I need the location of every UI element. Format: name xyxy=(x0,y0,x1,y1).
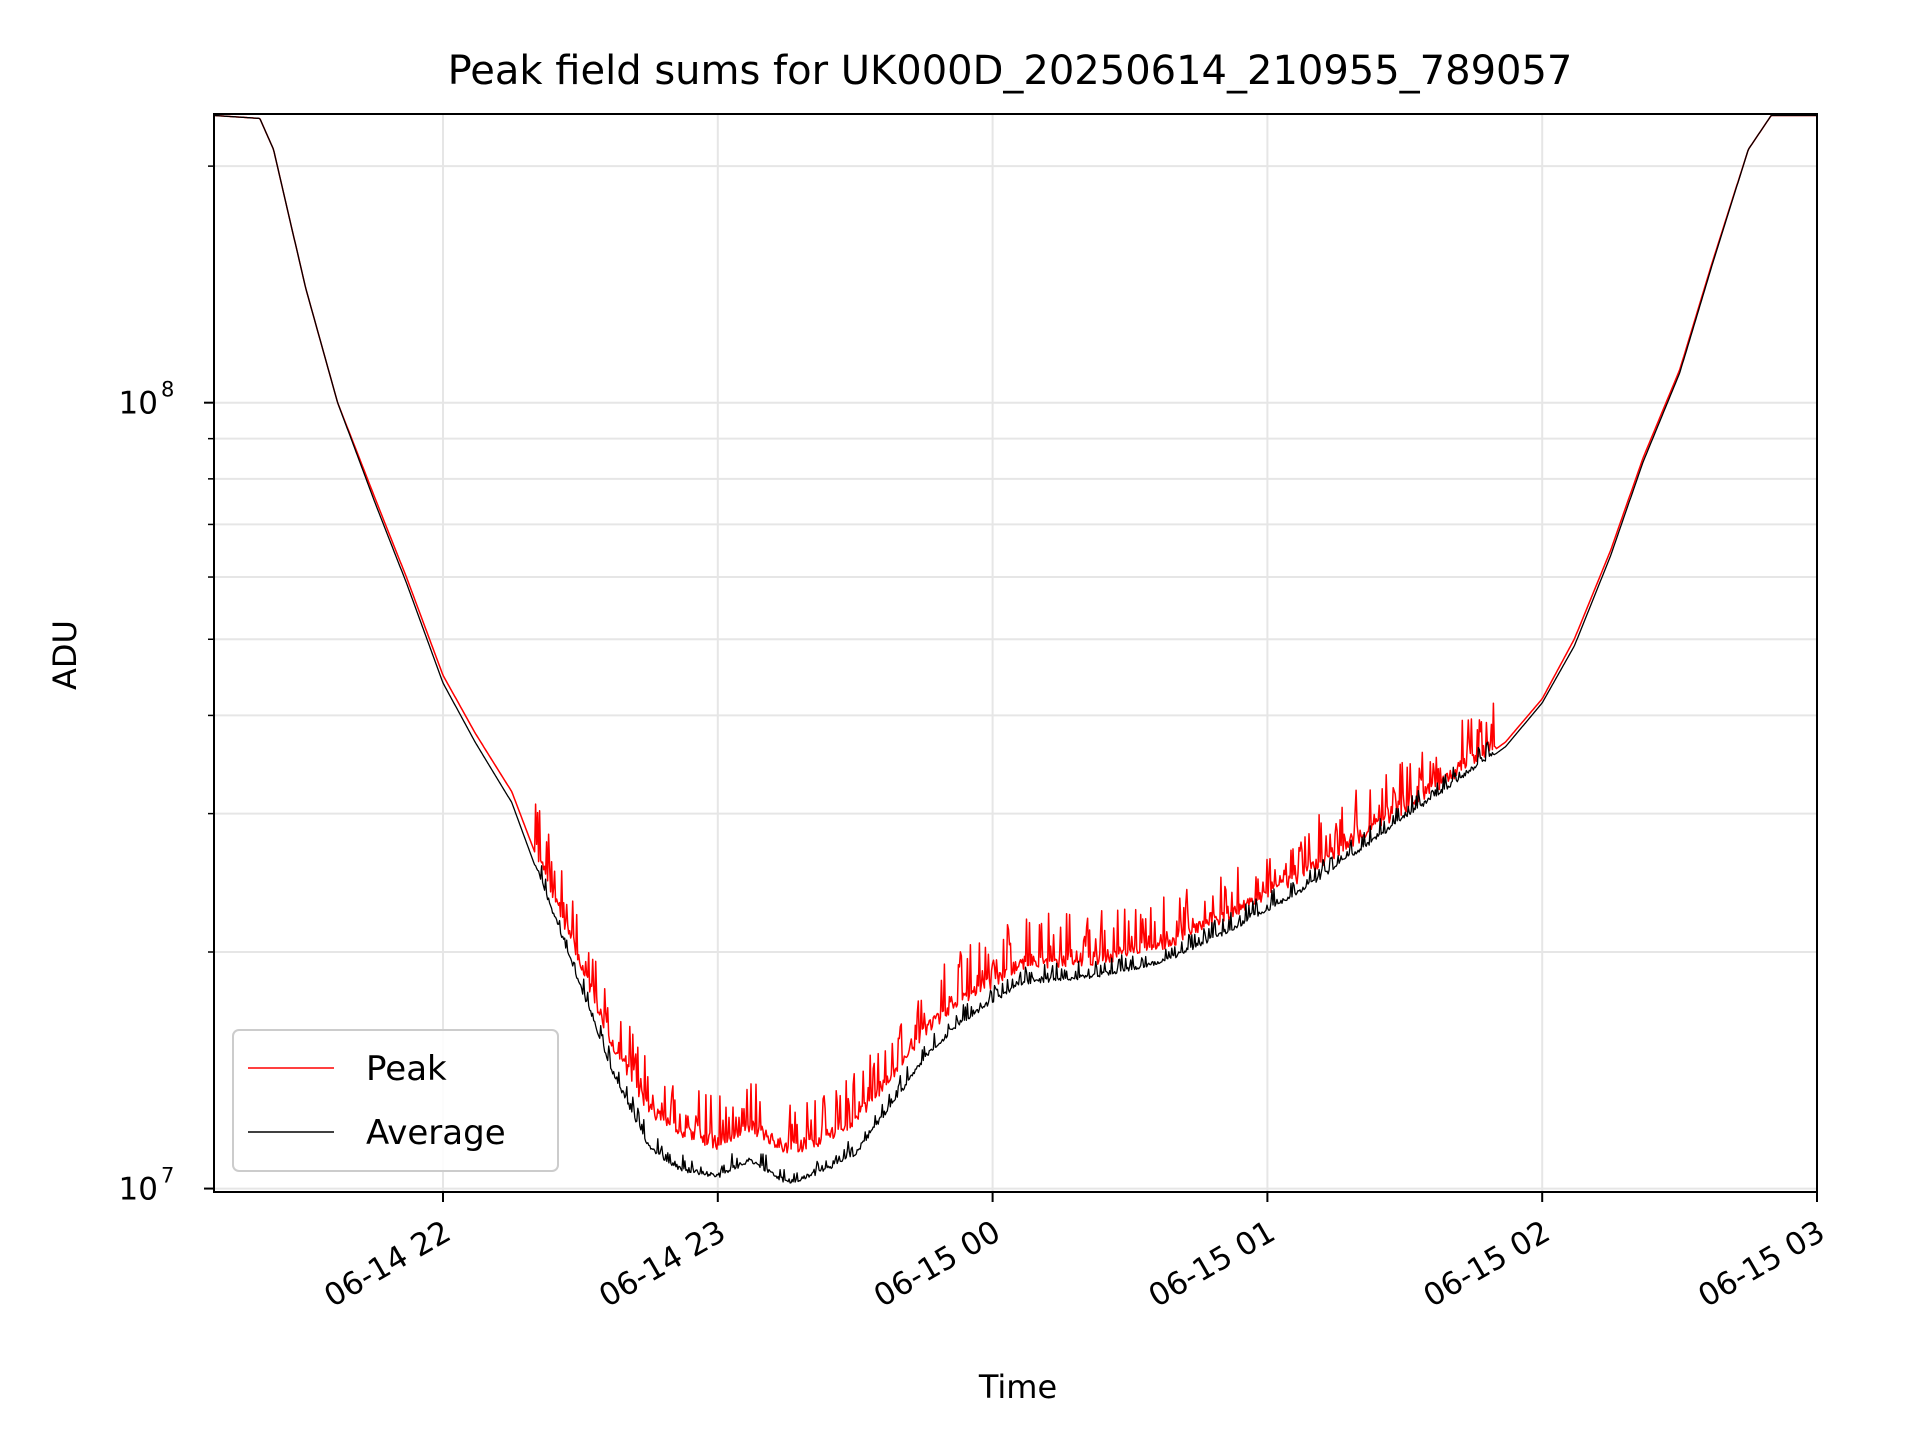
y-axis-label: ADU xyxy=(46,620,84,690)
series-layer xyxy=(214,114,1817,1184)
legend-label-peak: Peak xyxy=(366,1049,447,1089)
y-tick-exponent: 8 xyxy=(161,378,174,402)
legend: Peak Average xyxy=(232,1029,559,1172)
x-tick-label: 06-15 02 xyxy=(1417,1214,1556,1315)
x-tick-label: 06-15 00 xyxy=(868,1214,1007,1315)
x-tick-label: 06-14 22 xyxy=(318,1214,457,1315)
x-tick-label: 06-14 23 xyxy=(593,1214,732,1315)
x-tick-label: 06-15 03 xyxy=(1692,1214,1831,1315)
chart-title: Peak field sums for UK000D_20250614_2109… xyxy=(448,48,1573,94)
y-tick-label: 10 xyxy=(119,386,158,422)
legend-box xyxy=(232,1029,559,1172)
series-line-peak xyxy=(214,114,1817,1154)
y-tick-exponent: 7 xyxy=(161,1164,174,1188)
x-tick-label: 06-15 01 xyxy=(1143,1214,1282,1315)
series-line-average xyxy=(214,114,1817,1184)
legend-label-average: Average xyxy=(366,1113,506,1153)
plot-frame xyxy=(213,113,1818,1193)
y-tick-label: 10 xyxy=(119,1172,158,1208)
x-axis-label: Time xyxy=(978,1368,1057,1406)
